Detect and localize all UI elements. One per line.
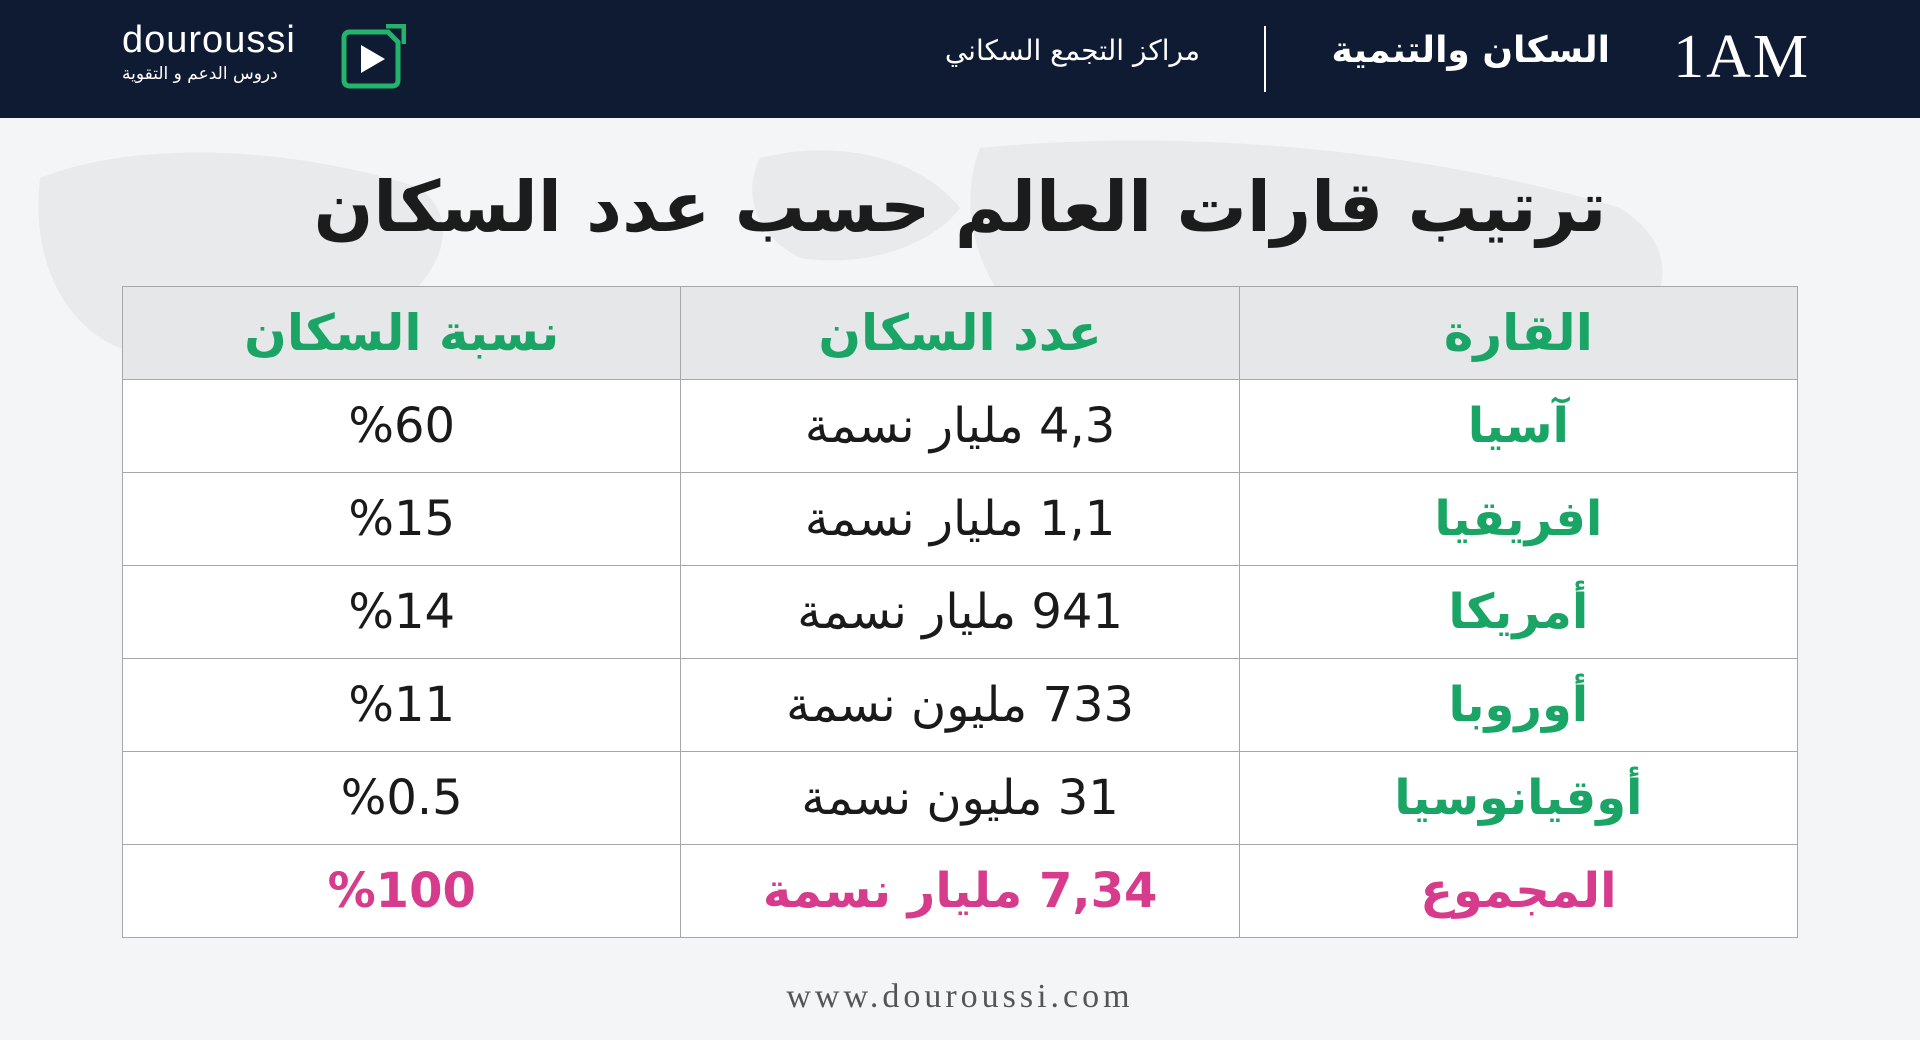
- continent-cell: أوروبا: [1238, 658, 1799, 752]
- table-row: أوقيانوسيا 31 مليون نسمة %0.5: [121, 751, 1799, 845]
- unit-topic: السكان والتنمية: [1331, 30, 1611, 71]
- play-icon: [341, 24, 406, 89]
- total-share-cell: %100: [121, 844, 682, 938]
- logo-tagline: دروس الدعم و التقوية: [122, 64, 278, 84]
- table-row: آسيا 4,3 مليار نسمة %60: [121, 379, 1799, 473]
- share-cell: %14: [121, 565, 682, 659]
- share-cell: %15: [121, 472, 682, 566]
- table-row: أوروبا 733 مليون نسمة %11: [121, 658, 1799, 752]
- header-population: عدد السكان: [680, 286, 1240, 380]
- population-cell: 4,3 مليار نسمة: [680, 379, 1240, 473]
- footer-website-link[interactable]: www.douroussi.com: [786, 978, 1134, 1015]
- table-header-row: القارة عدد السكان نسبة السكان: [121, 286, 1799, 380]
- continent-cell: أوقيانوسيا: [1238, 751, 1799, 845]
- header-share: نسبة السكان: [121, 286, 682, 380]
- table-row: أمريكا 941 مليار نسمة %14: [121, 565, 1799, 659]
- share-cell: %60: [121, 379, 682, 473]
- logo-brand: douroussi: [122, 19, 296, 61]
- lesson-subtitle: مراكز التجمع السكاني: [944, 34, 1200, 67]
- table-row: افريقيا 1,1 مليار نسمة %15: [121, 472, 1799, 566]
- header-bar: douroussi دروس الدعم و التقوية مراكز الت…: [0, 0, 1920, 118]
- population-table: القارة عدد السكان نسبة السكان آسيا 4,3 م…: [121, 286, 1799, 938]
- share-cell: %0.5: [121, 751, 682, 845]
- total-row: المجموع 7,34 مليار نسمة %100: [121, 844, 1799, 938]
- population-cell: 941 مليار نسمة: [680, 565, 1240, 659]
- population-cell: 1,1 مليار نسمة: [680, 472, 1240, 566]
- header-divider: [1264, 26, 1266, 92]
- continent-cell: أمريكا: [1238, 565, 1799, 659]
- population-cell: 733 مليون نسمة: [680, 658, 1240, 752]
- total-population-cell: 7,34 مليار نسمة: [680, 844, 1240, 938]
- share-cell: %11: [121, 658, 682, 752]
- population-cell: 31 مليون نسمة: [680, 751, 1240, 845]
- continent-cell: آسيا: [1238, 379, 1799, 473]
- continent-cell: افريقيا: [1238, 472, 1799, 566]
- grade-level: 1AM: [1673, 23, 1810, 91]
- header-continent: القارة: [1238, 286, 1799, 380]
- total-label-cell: المجموع: [1238, 844, 1799, 938]
- page-title: ترتيب قارات العالم حسب عدد السكان: [313, 166, 1607, 248]
- logo[interactable]: douroussi دروس الدعم و التقوية: [122, 18, 332, 86]
